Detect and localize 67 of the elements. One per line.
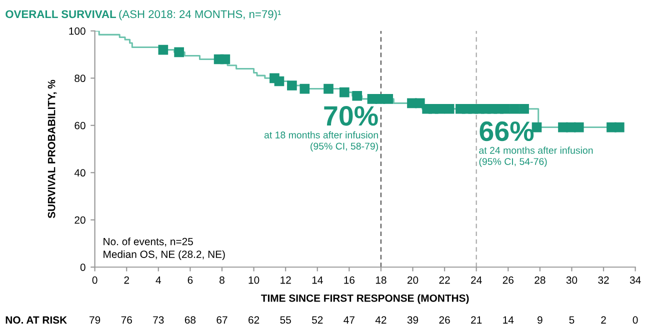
text: 79 xyxy=(90,316,100,324)
x-tick-label: 4 xyxy=(156,276,161,284)
point xyxy=(383,94,394,104)
text: 68 xyxy=(184,316,196,324)
point xyxy=(500,104,510,114)
text: 14 xyxy=(503,316,514,324)
point xyxy=(287,80,297,90)
y-tick-label: 100 xyxy=(69,27,86,35)
text: 9 xyxy=(538,316,542,324)
x-tick-label: 8 xyxy=(220,276,224,284)
y-tick-label: 60 xyxy=(74,122,86,130)
point xyxy=(352,90,362,101)
x-tick-label: 22 xyxy=(439,276,450,284)
point xyxy=(274,76,284,86)
y-tick-label: 40 xyxy=(74,169,86,177)
chart-subtitle: (ASH 2018: 24 MONTHS, n=79)¹ xyxy=(119,10,281,20)
x-tick-label: 26 xyxy=(502,276,514,284)
x-tick-label: 2 xyxy=(124,276,129,284)
point xyxy=(158,44,168,55)
x-tick-label: 20 xyxy=(407,276,418,284)
text: 76 xyxy=(121,316,132,324)
point xyxy=(444,104,454,114)
x-tick-label: 32 xyxy=(598,276,609,284)
x-tick-label: 10 xyxy=(248,276,260,284)
text: 55 xyxy=(280,316,291,324)
x-tick-label: 0 xyxy=(92,276,98,284)
point xyxy=(519,104,529,114)
annotation: 70% at 18 months after infusion (95% CI, 58-79) xyxy=(264,106,378,152)
point xyxy=(574,122,584,132)
text: 2 xyxy=(601,316,606,324)
text: 62 xyxy=(248,316,260,324)
point xyxy=(174,47,184,58)
point xyxy=(300,84,310,94)
y-tick-label: 0 xyxy=(80,264,86,271)
x-tick-label: 6 xyxy=(188,276,193,284)
text: 73 xyxy=(153,316,164,324)
chart-title: OVERALL SURVIVAL xyxy=(6,10,116,18)
text: 39 xyxy=(407,316,418,324)
point xyxy=(220,54,230,64)
point xyxy=(614,122,624,132)
x-tick-label: 16 xyxy=(344,276,355,284)
point xyxy=(434,104,445,114)
text: 0 xyxy=(632,316,638,324)
x-tick-label: 28 xyxy=(534,276,546,284)
text: 47 xyxy=(344,316,354,324)
text: 5 xyxy=(569,316,574,324)
text: 52 xyxy=(312,316,323,324)
y-axis-title: SURVIVAL PROBABILITY, % xyxy=(48,80,57,218)
x-tick-label: 30 xyxy=(566,276,578,284)
point xyxy=(339,87,350,98)
x-tick-label: 14 xyxy=(312,276,323,284)
x-tick-label: 24 xyxy=(471,276,482,284)
x-axis-title: TIME SINCE FIRST RESPONSE (MONTHS) xyxy=(261,294,469,304)
x-tick-label: 12 xyxy=(280,276,291,284)
x-tick-label: 18 xyxy=(376,276,386,284)
annotation: 66% at 24 months after infusion (95% CI, 54-76) xyxy=(479,121,593,167)
x-tick-label: 34 xyxy=(630,276,641,284)
text: NO. AT RISK xyxy=(6,316,67,324)
point xyxy=(324,84,334,94)
text: 21 xyxy=(471,316,482,324)
annotation: No. of events, n=25 Median OS, NE (28.2, NE) xyxy=(104,238,225,260)
y-tick-label: 20 xyxy=(74,216,86,224)
text: 67 xyxy=(216,316,228,324)
text: 26 xyxy=(439,316,450,324)
point xyxy=(510,104,520,114)
y-tick-label: 80 xyxy=(74,74,86,82)
text: 42 xyxy=(375,316,386,324)
